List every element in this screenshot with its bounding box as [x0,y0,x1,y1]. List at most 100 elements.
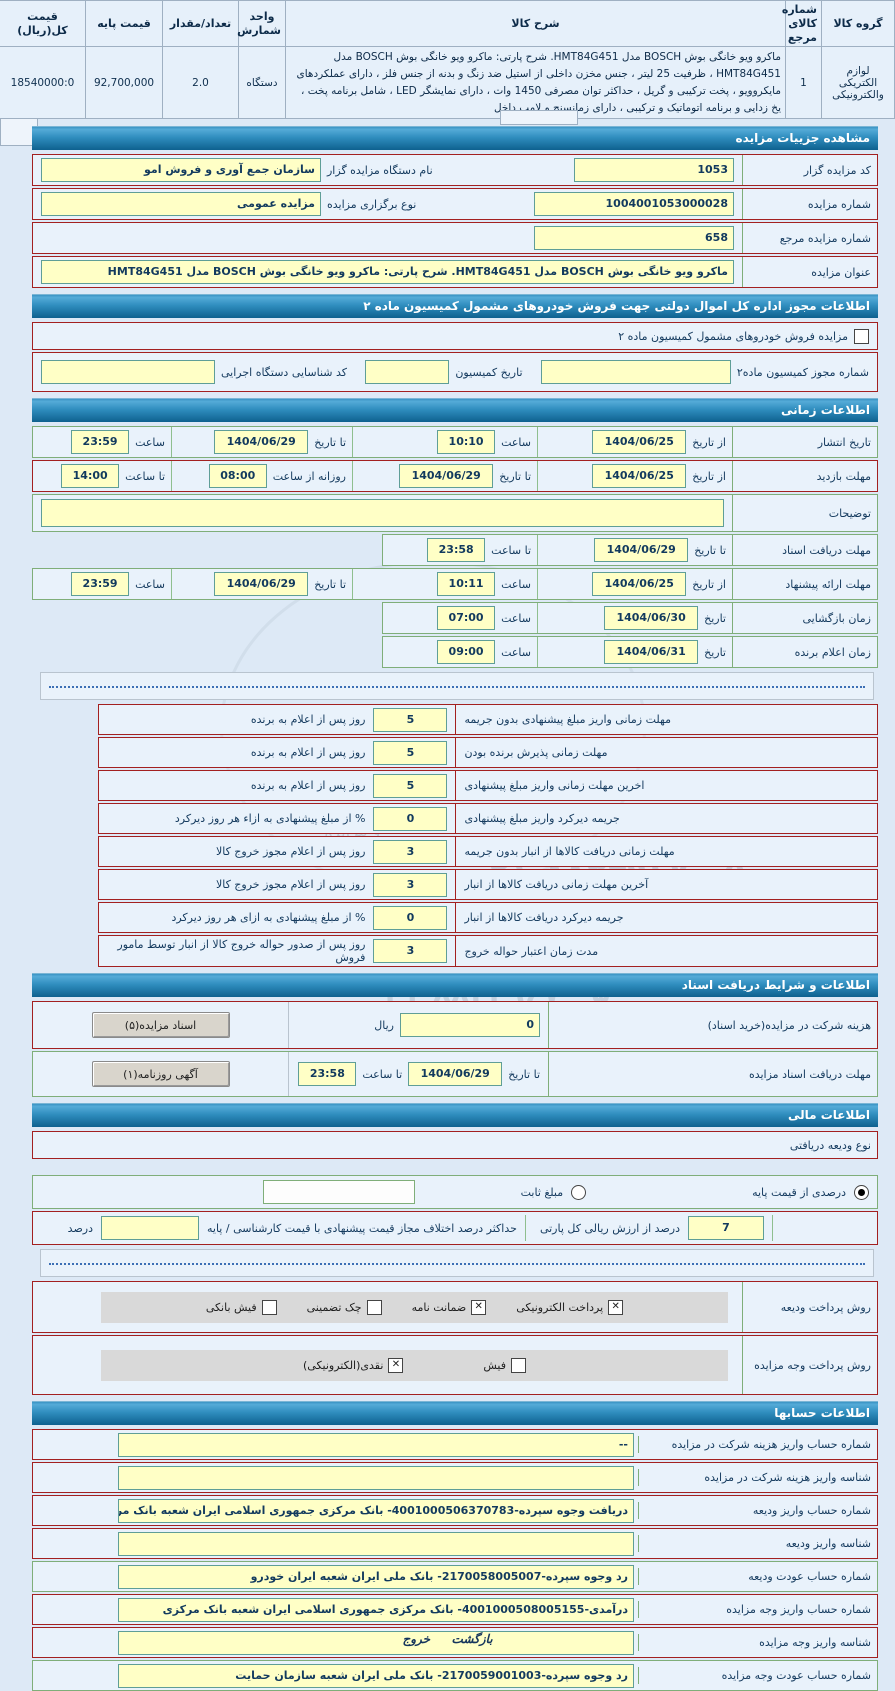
account-value-input[interactable]: درآمدی-4001000508005155- بانک مرکزی جمهو… [118,1597,634,1622]
payment-method-checkbox[interactable] [511,1357,527,1373]
account-value-input[interactable]: رد وجوه سپرده-2170058005007- بانک ملی ای… [118,1564,634,1589]
penalty-suffix-label: % از مبلغ پیشنهادی به ازای هر روز دیرکرد [171,911,366,925]
penalty-value-input[interactable]: 5 [373,773,448,798]
account-value-input[interactable] [118,1465,634,1490]
penalty-value-input[interactable]: 5 [373,740,448,765]
penalty-row: جریمه دیرکرد دریافت کالاها از انبار 0 % … [98,902,878,934]
fixed-amount-radio[interactable] [571,1184,587,1200]
auction-payment-method-label: روش پرداخت وجه مزایده [742,1336,877,1395]
docs-to-date-input[interactable]: 1404/06/29 [594,538,689,563]
penalty-row: مهلت زمانی پذیرش برنده بودن 5 روز پس از … [98,737,878,769]
penalty-suffix-label: روز پس از صدور حواله خروج کالا از انبار … [117,938,366,965]
to-hour-label: تا ساعت [125,469,165,483]
penalty-value-input[interactable]: 3 [373,939,448,964]
dashed-separator [40,1249,874,1278]
percent-of-base-price-radio[interactable] [854,1184,869,1200]
max-diff-label: حداکثر درصد اختلاف مجاز قیمت پیشنهادی با… [207,1221,517,1235]
penalty-row: مهلت زمانی واریز مبلغ پیشنهادی بدون جریم… [98,704,878,736]
winner-time-input[interactable]: 09:00 [437,640,496,665]
row-participation-fee: هزینه شرکت در مزایده(خرید اسناد) 0 ریال … [32,1001,878,1050]
offer-to-time-input[interactable]: 23:59 [71,572,130,597]
row-deposit-type: نوع ودیعه دریافتی [32,1131,878,1160]
penalty-value-input[interactable]: 5 [373,707,448,732]
org-name-input[interactable]: سازمان جمع آوری و فروش امو [41,158,321,183]
auction-type-input[interactable]: مزایده عمومی [41,192,321,217]
account-row: شناسه واریز وجه مزایده [32,1627,878,1659]
notes-input[interactable] [41,499,724,528]
row-auction-payment-method: روش پرداخت وجه مزایده فیش نقدی(الکترونیک… [32,1335,878,1396]
exec-agency-code-input[interactable] [40,360,215,385]
account-value-input[interactable]: دریافت وجوه سپرده-4001000506370783- بانک… [118,1498,634,1523]
penalty-value-input[interactable]: 0 [373,806,448,831]
commission-date-label: تاریخ کمیسیون [455,365,523,379]
deposit-method-checkbox[interactable] [608,1299,624,1315]
max-diff-input[interactable] [101,1216,199,1241]
auction-number-input[interactable]: 1004001053000028 [534,192,734,217]
docs-to-time-input[interactable]: 23:58 [427,538,486,563]
rial-unit-label: ریال [374,1018,394,1032]
publish-to-time-input[interactable]: 23:59 [71,430,130,455]
percent-of-base-price-label: درصدی از قیمت پایه [752,1185,846,1199]
col-header-quantity: تعداد/مقدار [162,0,239,48]
account-value-input[interactable] [118,1630,634,1655]
penalty-label: مهلت زمانی پذیرش برنده بودن [455,738,877,768]
publish-from-date-input[interactable]: 1404/06/25 [592,430,687,455]
visit-to-date-input[interactable]: 1404/06/29 [399,464,494,489]
date-label: تاریخ [704,645,726,659]
row-notes: توضیحات [32,494,878,533]
payment-method-option-label: فیش [483,1358,507,1372]
opening-time-input[interactable]: 07:00 [437,606,496,631]
docs-deadline-label: مهلت دریافت اسناد [732,535,877,566]
publish-from-time-input[interactable]: 10:10 [437,430,496,455]
account-value-input[interactable] [118,1531,634,1556]
row-deposit-percent: 7 درصد از ارزش ریالی کل پارتی حداکثر درص… [32,1211,878,1246]
docs-receive-to-time-input[interactable]: 23:58 [298,1062,357,1087]
participation-fee-input[interactable]: 0 [400,1013,540,1038]
winner-date-input[interactable]: 1404/06/31 [604,640,699,665]
section-header-financial: اطلاعات مالی [32,1103,878,1128]
docs-receive-to-date-input[interactable]: 1404/06/29 [408,1062,503,1087]
row-offer-deadline: مهلت ارائه پیشنهاد از تاریخ 1404/06/25 سا… [32,568,878,601]
reference-number-input[interactable]: 658 [534,226,734,251]
visit-to-time-input[interactable]: 14:00 [61,464,120,489]
opening-date-input[interactable]: 1404/06/30 [604,606,699,631]
account-value-input[interactable]: -- [118,1432,634,1457]
account-value-input[interactable]: رد وجوه سپرده-2170059001003- بانک ملی ای… [118,1663,634,1688]
visit-from-date-input[interactable]: 1404/06/25 [592,464,687,489]
account-label: شماره حساب واریز هزینه شرکت در مزایده [638,1436,877,1454]
deposit-method-checkbox[interactable] [366,1299,382,1315]
deposit-method-checkbox[interactable] [261,1299,277,1315]
auction-title-input[interactable]: ماکرو ویو خانگی بوش BOSCH مدل HMT84G451.… [41,260,734,285]
penalty-value-input[interactable]: 0 [373,905,448,930]
deposit-method-checkbox[interactable] [471,1299,487,1315]
offer-to-date-input[interactable]: 1404/06/29 [214,572,309,597]
penalty-suffix-label: روز پس از اعلام مجوز خروج کالا [215,878,366,892]
row-publish-date: تاریخ انتشار از تاریخ 1404/06/25 ساعت 10:1… [32,426,878,459]
deposit-percent-input[interactable]: 7 [688,1216,764,1241]
back-link[interactable]: بازگشت [451,1632,493,1646]
payment-method-checkbox[interactable] [388,1357,404,1373]
auction-documents-button[interactable]: اسناد مزایده(۵) [91,1012,230,1039]
account-row: شماره حساب واریز وجه مزایده درآمدی-40010… [32,1594,878,1626]
cell-description: ماکرو ویو خانگی بوش BOSCH مدل HMT84G451.… [285,46,786,120]
fixed-amount-label: مبلغ ثابت [520,1185,564,1199]
fixed-amount-input[interactable] [262,1180,415,1205]
auction-title-label: عنوان مزایده [742,257,877,288]
hour-label: ساعت [501,435,531,449]
bidder-code-input[interactable]: 1053 [574,158,734,183]
commission-checkbox[interactable] [854,328,869,344]
newspaper-ad-button[interactable]: آگهی روزنامه(۱) [91,1061,230,1088]
offer-from-date-input[interactable]: 1404/06/25 [592,572,687,597]
exit-link[interactable]: خروج [402,1632,431,1646]
penalty-value-input[interactable]: 3 [373,839,448,864]
col-header-group: گروه کالا [821,0,895,48]
offer-from-time-input[interactable]: 10:11 [437,572,496,597]
payment-method-option: نقدی(الکترونیکی) [303,1357,404,1373]
permit-number-input[interactable] [540,360,731,385]
penalty-value-input[interactable]: 3 [373,872,448,897]
publish-to-date-input[interactable]: 1404/06/29 [214,430,309,455]
to-date-label: تا تاریخ [694,543,726,557]
commission-date-input[interactable] [365,360,450,385]
daily-from-hour-label: روزانه از ساعت [272,469,346,483]
visit-daily-from-time-input[interactable]: 08:00 [208,464,267,489]
